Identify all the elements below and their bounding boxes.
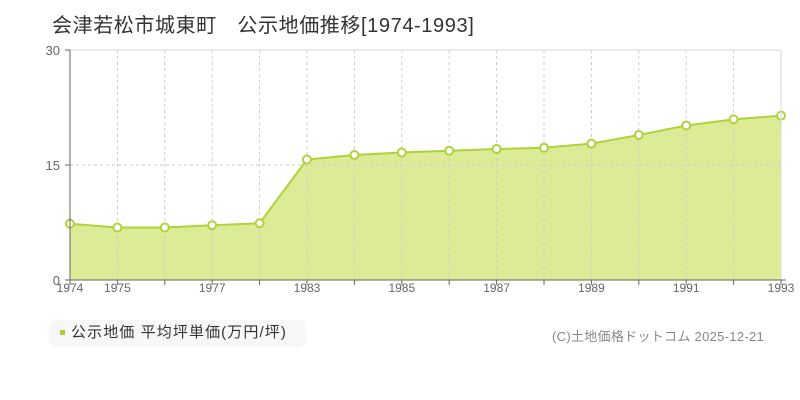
svg-text:1975: 1975: [104, 281, 131, 295]
svg-text:1977: 1977: [199, 281, 226, 295]
svg-text:1991: 1991: [673, 281, 700, 295]
svg-text:1983: 1983: [294, 281, 321, 295]
svg-text:1985: 1985: [388, 281, 415, 295]
svg-text:15: 15: [46, 158, 60, 173]
svg-text:1987: 1987: [483, 281, 510, 295]
svg-text:1974: 1974: [57, 281, 84, 295]
svg-text:30: 30: [46, 43, 60, 58]
svg-text:1993: 1993: [768, 281, 795, 295]
svg-text:1989: 1989: [578, 281, 605, 295]
